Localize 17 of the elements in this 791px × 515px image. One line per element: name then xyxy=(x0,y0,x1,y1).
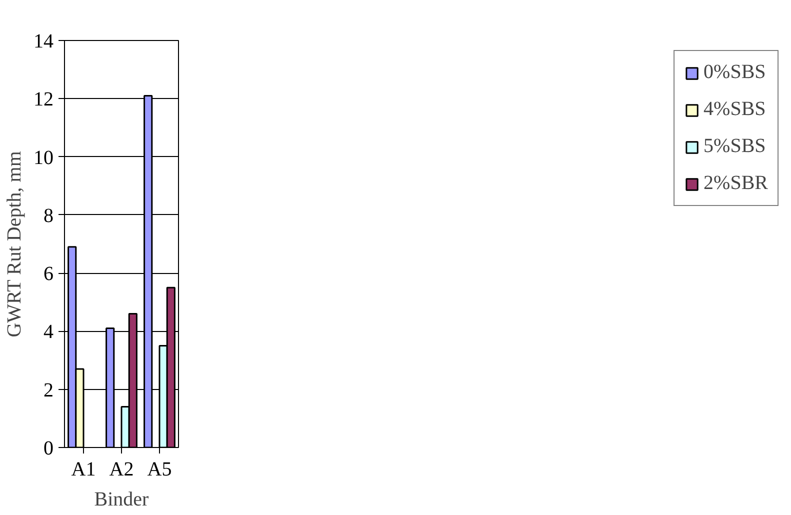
legend-label: 0%SBS xyxy=(704,61,766,84)
x-tick-label: A5 xyxy=(147,458,172,480)
y-tick-label: 8 xyxy=(44,204,54,227)
x-tick-label: A1 xyxy=(71,458,96,480)
legend-label: 2%SBR xyxy=(704,172,768,195)
legend-label: 4%SBS xyxy=(704,98,766,121)
y-tick-label: 0 xyxy=(44,438,54,460)
y-axis-title: GWRT Rut Depth, mm xyxy=(4,150,26,338)
y-tick-label: 14 xyxy=(34,30,54,52)
y-tick-label: 12 xyxy=(34,88,54,111)
y-tick-label: 6 xyxy=(44,263,54,286)
legend-label: 5%SBS xyxy=(704,135,766,158)
y-tick-label: 2 xyxy=(44,379,54,402)
y-tick-label: 10 xyxy=(34,146,54,169)
x-axis-title: Binder xyxy=(94,488,150,510)
y-tick-label: 4 xyxy=(44,321,54,344)
x-tick-label: A2 xyxy=(109,458,134,480)
